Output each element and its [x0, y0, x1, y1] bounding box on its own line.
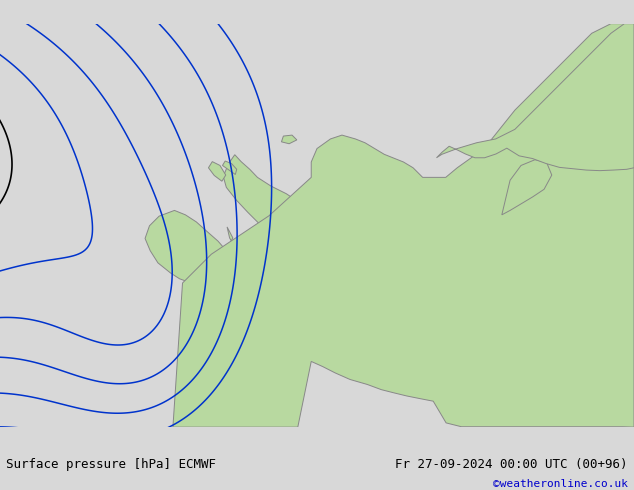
- Polygon shape: [223, 161, 236, 174]
- Text: Surface pressure [hPa] ECMWF: Surface pressure [hPa] ECMWF: [6, 458, 216, 471]
- Text: Fr 27-09-2024 00:00 UTC (00+96): Fr 27-09-2024 00:00 UTC (00+96): [395, 458, 628, 471]
- Polygon shape: [223, 155, 380, 311]
- Polygon shape: [281, 135, 297, 144]
- Polygon shape: [209, 162, 226, 181]
- Text: ©weatheronline.co.uk: ©weatheronline.co.uk: [493, 479, 628, 489]
- Polygon shape: [173, 24, 634, 427]
- Polygon shape: [502, 160, 552, 215]
- Polygon shape: [436, 24, 634, 171]
- Polygon shape: [145, 210, 239, 285]
